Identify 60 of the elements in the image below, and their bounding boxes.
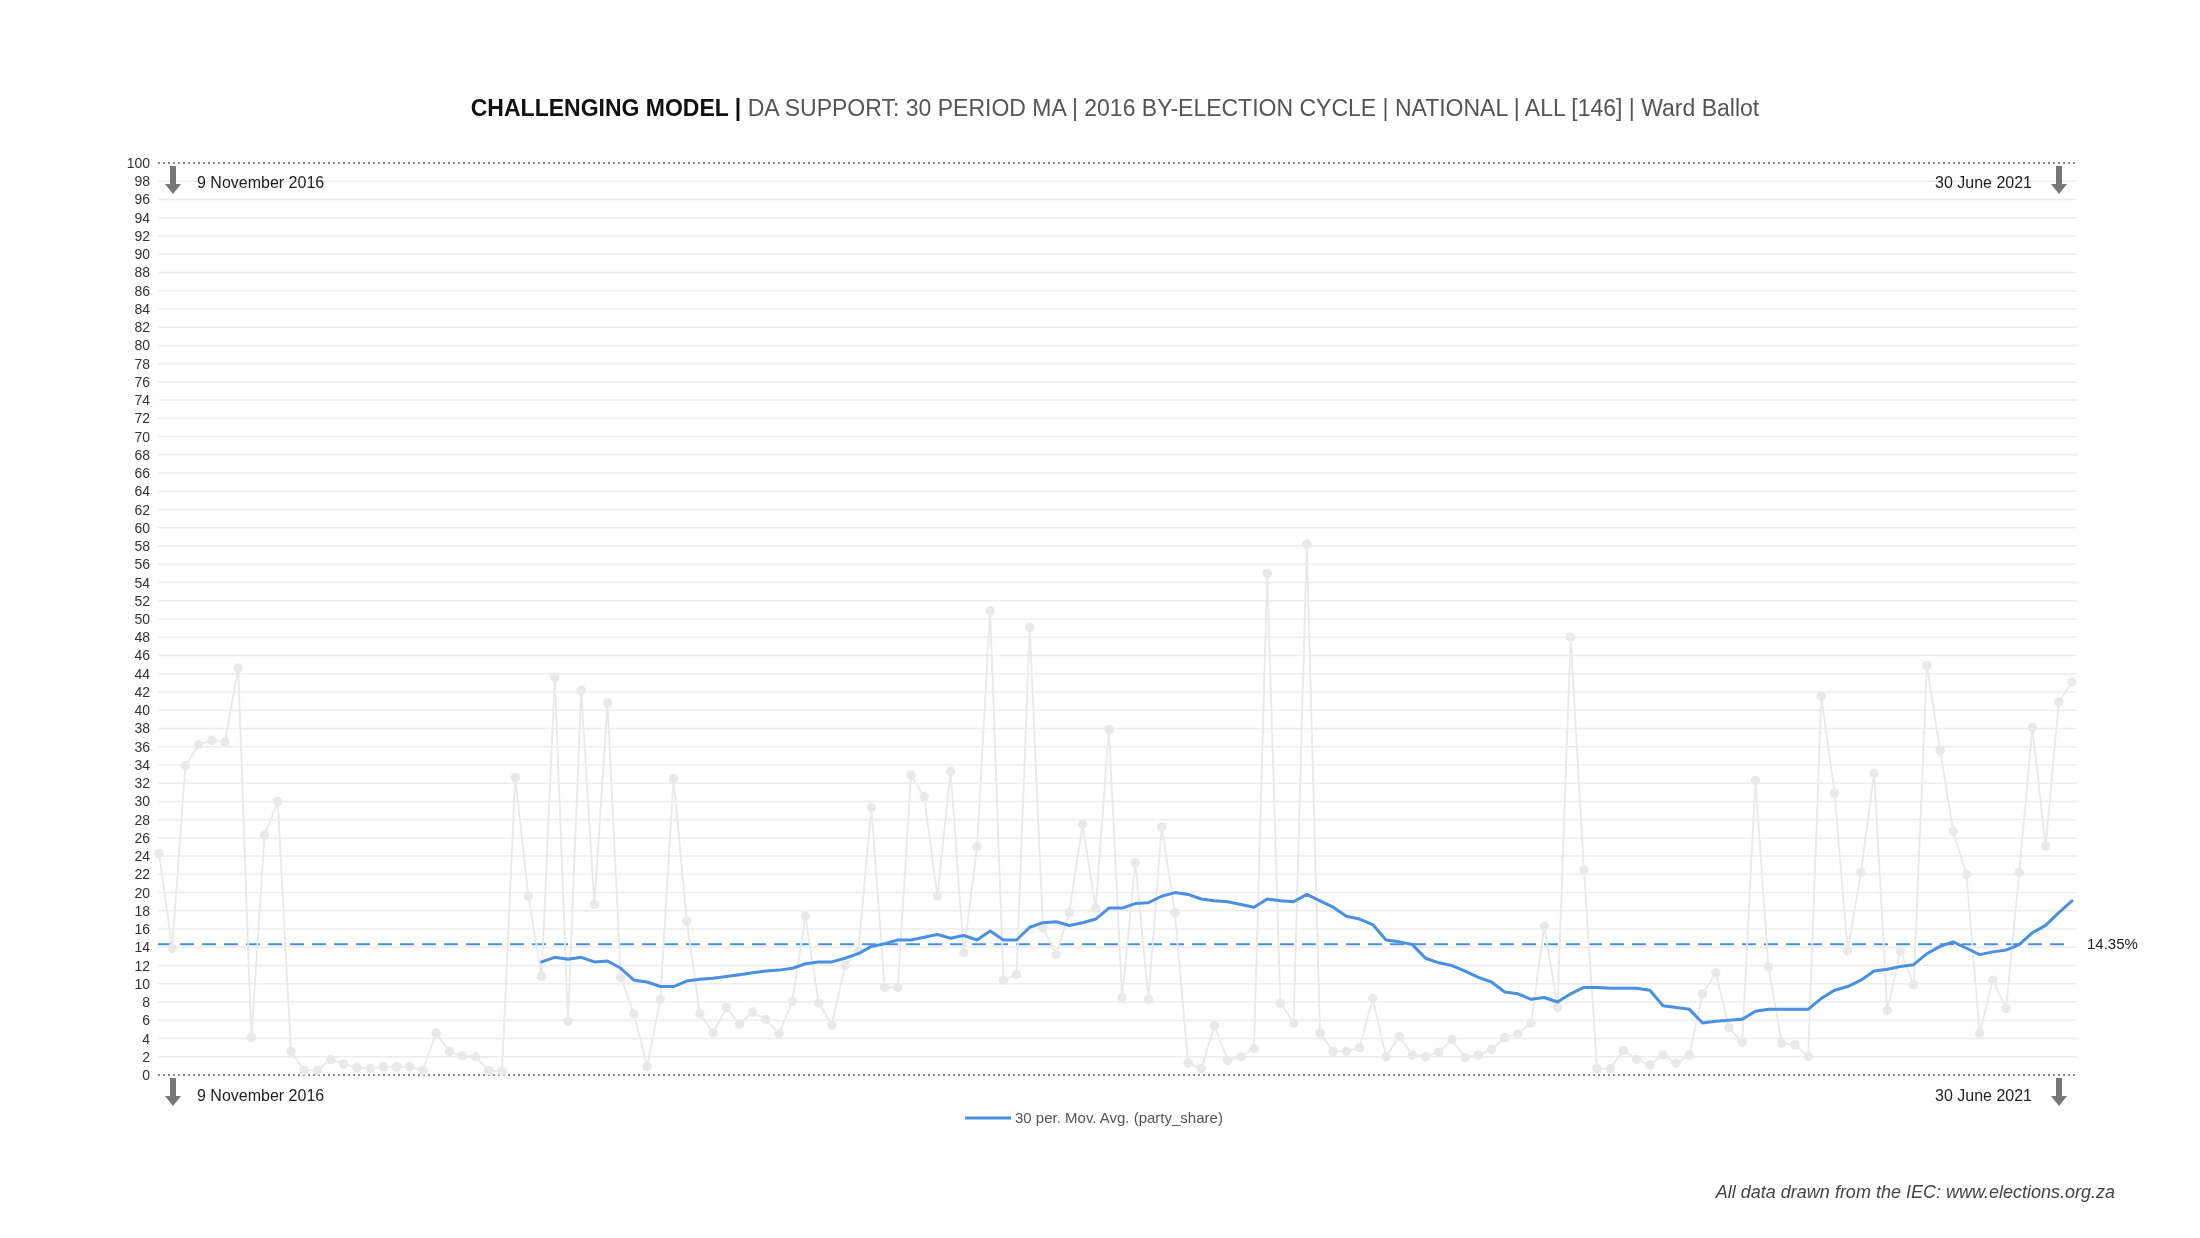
y-tick-label: 62 [134, 501, 151, 518]
y-tick-label: 22 [134, 866, 151, 883]
y-tick-label: 0 [142, 1066, 151, 1083]
y-tick-label: 4 [142, 1030, 151, 1047]
y-tick-label: 42 [134, 683, 151, 700]
text: 30 June 2021 [1935, 1087, 2033, 1104]
y-tick-label: 20 [134, 884, 151, 901]
ref-line-label: 14.35% [2087, 935, 2138, 953]
y-tick-label: 100 [126, 154, 151, 171]
y-tick-label: 40 [134, 702, 151, 719]
y-tick-label: 8 [142, 994, 151, 1011]
y-tick-label: 68 [134, 446, 151, 463]
y-tick-label: 66 [134, 465, 151, 482]
y-tick-label: 28 [134, 811, 151, 828]
y-tick-label: 94 [134, 209, 151, 226]
y-tick-label: 24 [134, 848, 151, 865]
y-tick-label: 92 [134, 227, 151, 244]
y-tick-label: 38 [134, 720, 151, 737]
y-tick-label: 26 [134, 829, 151, 846]
text: All data drawn from the IEC: www.elections.org.za [1714, 1182, 2115, 1202]
y-tick-label: 60 [134, 519, 151, 536]
y-tick-label: 56 [134, 556, 151, 573]
y-tick-label: 52 [134, 592, 151, 609]
y-tick-label: 86 [134, 282, 151, 299]
annotation: 9 November 2016 [197, 174, 325, 191]
chart-title: CHALLENGING MODEL | [470, 95, 742, 121]
y-tick-label: 90 [134, 246, 151, 263]
y-tick-label: 14 [134, 939, 151, 956]
legend-label: 30 per. Mov. Avg. (party_share) [1015, 1109, 1223, 1126]
y-tick-label: 18 [134, 902, 151, 919]
y-tick-label: 70 [134, 428, 151, 445]
y-tick-label: 76 [134, 373, 151, 390]
y-tick-label: 34 [134, 756, 151, 773]
y-tick-label: 10 [134, 975, 151, 992]
chart-subtitle: DA SUPPORT: 30 PERIOD MA | 2016 BY-ELECTION CYCLE | NATIONAL | ALL [146] | Ward Ballot [741, 95, 1760, 121]
y-tick-label: 64 [134, 483, 151, 500]
y-tick-label: 6 [142, 1012, 151, 1029]
y-tick-label: 98 [134, 173, 151, 190]
y-tick-label: 74 [134, 392, 151, 409]
y-tick-label: 72 [134, 410, 151, 427]
y-tick-label: 78 [134, 355, 151, 372]
y-tick-label: 84 [134, 300, 151, 317]
y-tick-label: 36 [134, 738, 151, 755]
y-tick-label: 2 [142, 1048, 151, 1065]
y-tick-label: 44 [134, 665, 151, 682]
y-tick-label: 58 [134, 538, 151, 555]
y-tick-label: 50 [134, 610, 151, 627]
y-tick-label: 48 [134, 629, 151, 646]
y-tick-label: 32 [134, 775, 151, 792]
y-tick-label: 30 [134, 793, 151, 810]
y-tick-label: 54 [134, 574, 151, 591]
annotation: 30 June 2021 [1935, 174, 2033, 191]
y-tick-label: 82 [134, 319, 151, 336]
y-tick-label: 16 [134, 921, 151, 938]
y-tick-label: 96 [134, 191, 151, 208]
y-tick-label: 46 [134, 647, 151, 664]
y-tick-label: 12 [134, 957, 151, 974]
y-tick-label: 80 [134, 337, 151, 354]
text: 9 November 2016 [197, 1087, 325, 1104]
y-tick-label: 88 [134, 264, 151, 281]
